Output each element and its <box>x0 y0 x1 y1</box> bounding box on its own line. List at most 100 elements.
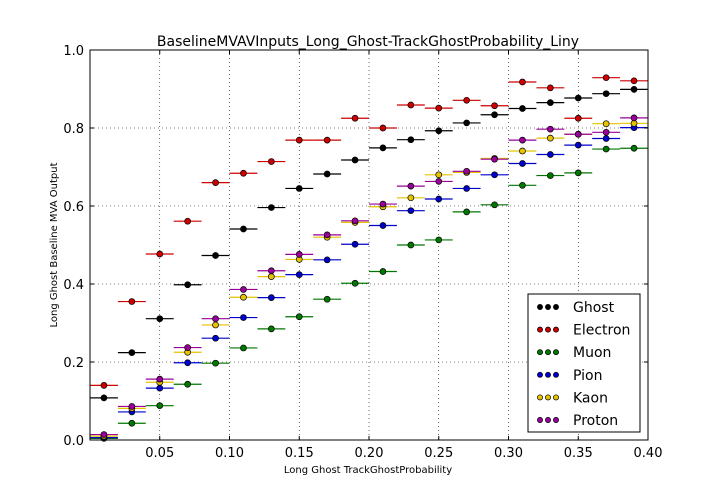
data-point <box>407 194 415 202</box>
data-point <box>602 128 610 136</box>
y-tick-label: 1.0 <box>63 44 84 59</box>
series-ghost <box>90 86 648 402</box>
data-point <box>546 172 554 179</box>
data-point <box>268 158 275 165</box>
data-point <box>379 222 387 229</box>
legend-entry-proton: Proton <box>537 413 618 429</box>
data-point <box>435 171 443 179</box>
x-tick-label: 0.40 <box>634 446 663 461</box>
chart-title: BaselineMVAVInputs_Long_Ghost-TrackGhost… <box>157 34 579 50</box>
data-point <box>156 375 164 383</box>
data-point <box>156 402 164 410</box>
data-point <box>574 130 582 138</box>
data-point <box>630 144 638 152</box>
legend-label: Kaon <box>573 390 608 406</box>
data-point <box>463 185 470 192</box>
data-point <box>156 250 164 258</box>
legend-marker <box>545 417 551 423</box>
x-tick-label: 0.30 <box>494 446 523 461</box>
legend-entry-electron: Electron <box>537 323 630 339</box>
data-point <box>212 321 219 329</box>
data-point <box>268 294 275 301</box>
data-point <box>351 114 359 122</box>
legend-marker <box>553 304 559 310</box>
data-point <box>435 195 443 203</box>
data-point <box>463 119 470 127</box>
data-point <box>602 145 610 153</box>
data-point <box>240 169 247 177</box>
legend-marker <box>545 371 551 378</box>
legend-label: Pion <box>573 368 602 384</box>
legend-box <box>527 293 641 433</box>
data-point <box>491 171 498 179</box>
data-point <box>212 334 219 342</box>
data-point <box>519 78 526 86</box>
y-tick-label: 0.0 <box>63 434 84 449</box>
data-point <box>407 241 415 249</box>
data-point <box>212 252 219 259</box>
data-point <box>156 384 164 392</box>
data-point <box>268 267 275 275</box>
data-point <box>240 286 247 293</box>
data-point <box>379 124 387 132</box>
legend-marker <box>545 349 551 356</box>
data-point <box>295 271 303 278</box>
data-point <box>295 185 303 192</box>
data-point <box>491 201 498 209</box>
data-point <box>630 86 638 93</box>
data-point <box>463 208 470 216</box>
data-point <box>491 111 498 119</box>
data-point <box>519 105 526 112</box>
data-point <box>295 251 303 258</box>
data-point <box>630 114 638 122</box>
data-point <box>435 178 443 185</box>
legend-label: Muon <box>573 345 611 361</box>
data-point <box>268 325 275 333</box>
series-proton <box>90 114 648 438</box>
data-point <box>407 136 415 144</box>
data-point <box>323 295 331 303</box>
legend-marker <box>545 394 551 401</box>
data-point <box>407 101 415 109</box>
data-point <box>323 231 331 239</box>
data-point <box>351 156 359 164</box>
legend-marker <box>545 326 551 333</box>
y-tick-label: 0.2 <box>63 356 84 371</box>
legend-entry-muon: Muon <box>537 345 611 361</box>
data-point <box>546 151 554 158</box>
data-point <box>240 344 247 352</box>
data-point <box>351 217 359 225</box>
data-point <box>491 102 498 110</box>
data-point <box>295 136 303 144</box>
data-point <box>463 167 470 175</box>
data-point <box>379 268 387 275</box>
data-point <box>351 279 359 287</box>
data-point <box>184 281 191 289</box>
data-point <box>546 99 554 107</box>
legend-marker <box>553 349 559 356</box>
legend-marker <box>537 304 543 310</box>
data-point <box>519 181 526 189</box>
data-point <box>519 160 526 167</box>
legend-marker <box>553 394 559 401</box>
y-tick-label: 0.6 <box>63 200 84 215</box>
legend-marker <box>537 394 543 401</box>
legend-marker <box>537 349 543 356</box>
data-point <box>519 147 526 155</box>
data-point <box>574 169 582 177</box>
legend-entry-ghost: Ghost <box>537 300 615 316</box>
data-point <box>519 136 526 144</box>
x-tick-label: 0.35 <box>564 446 593 461</box>
series-pion <box>90 124 648 442</box>
data-point <box>184 217 191 225</box>
data-point <box>379 200 387 208</box>
data-point <box>435 104 443 112</box>
data-point <box>351 240 359 248</box>
data-point <box>268 273 275 280</box>
data-point <box>602 120 610 128</box>
x-tick-label: 0.10 <box>215 446 244 461</box>
data-point <box>602 135 610 142</box>
data-point <box>128 403 136 410</box>
data-point <box>240 293 247 301</box>
